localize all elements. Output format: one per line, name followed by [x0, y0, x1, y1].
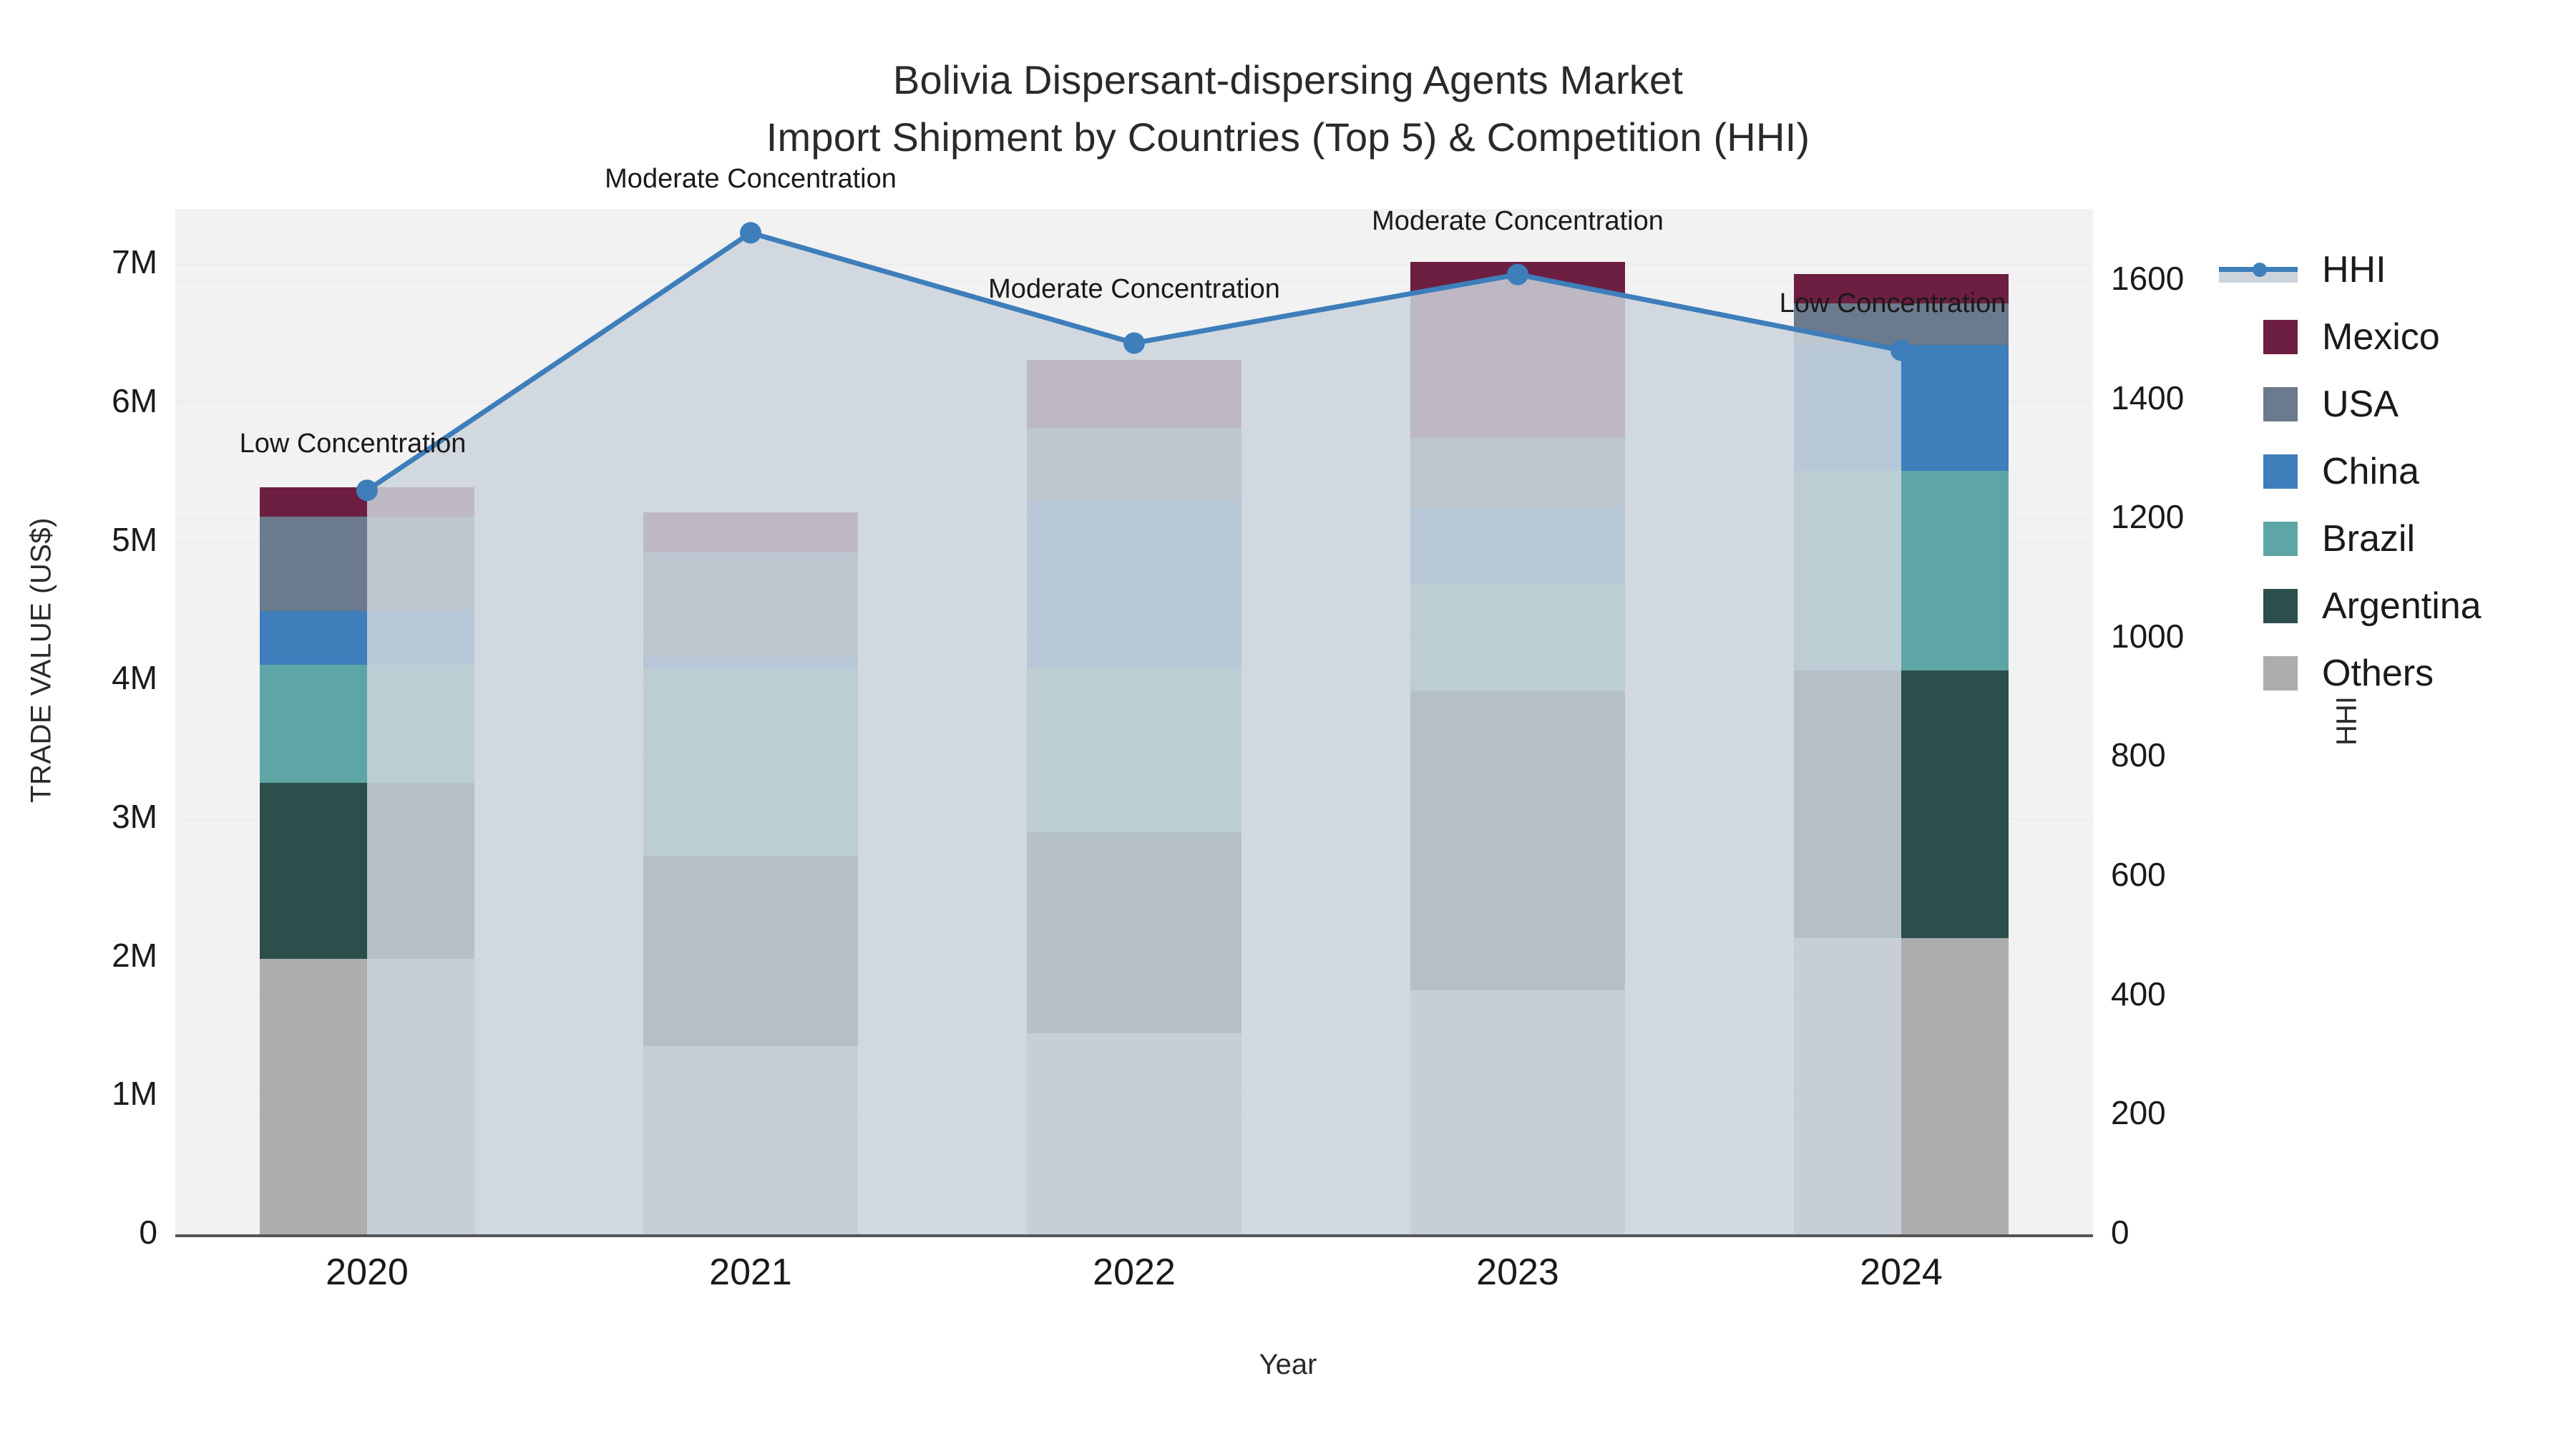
bar-segment-mexico-2020[interactable] [260, 487, 474, 517]
y-axis-left-tick-label: 0 [139, 1214, 157, 1251]
y-axis-left-title: TRADE VALUE (US$) [25, 517, 57, 803]
y-axis-right-tick-label: 1000 [2111, 617, 2185, 655]
y-axis-right-tick-label: 1400 [2111, 379, 2185, 416]
chart-title: Bolivia Dispersant-dispersing Agents Mar… [0, 52, 2576, 165]
legend-item-china[interactable]: China [2243, 438, 2572, 505]
bar-segment-argentina-2020[interactable] [260, 782, 474, 959]
bar-segment-china-2023[interactable] [1410, 508, 1625, 583]
legend-item-argentina[interactable]: Argentina [2243, 572, 2572, 640]
y-axis-right-tick-label: 800 [2111, 736, 2166, 774]
annotation-2023: Moderate Concentration [1372, 205, 1664, 236]
x-axis-title: Year [1259, 1349, 1317, 1380]
legend-swatch-china-icon [2263, 454, 2298, 489]
legend-label: China [2322, 451, 2419, 492]
bar-segment-usa-2023[interactable] [1410, 437, 1625, 509]
legend-item-usa[interactable]: USA [2243, 371, 2572, 438]
y-axis-left-tick-label: 6M [112, 382, 157, 420]
legend-swatch-brazil-icon [2263, 522, 2298, 556]
bar-segment-others-2020[interactable] [260, 958, 474, 1234]
bar-segment-china-2022[interactable] [1027, 501, 1241, 668]
x-axis-tick-label: 2022 [1093, 1252, 1176, 1293]
bar-segment-china-2021[interactable] [643, 658, 858, 669]
x-axis-tick-label: 2024 [1860, 1252, 1943, 1293]
annotation-2022: Moderate Concentration [988, 274, 1280, 305]
x-axis-line [175, 1234, 2093, 1237]
legend-label: Others [2322, 653, 2434, 694]
y-axis-right-tick-label: 1200 [2111, 498, 2185, 536]
bar-segment-others-2024[interactable] [1794, 937, 2009, 1234]
legend-item-hhi[interactable]: HHI [2219, 236, 2572, 303]
annotation-2020: Low Concentration [239, 429, 467, 459]
legend-label: USA [2322, 384, 2399, 425]
y-axis-left-tick-label: 2M [112, 936, 157, 974]
bar-segment-brazil-2022[interactable] [1027, 667, 1241, 833]
bar-segment-brazil-2023[interactable] [1410, 582, 1625, 691]
y-axis-left-tick-label: 1M [112, 1075, 157, 1113]
y-axis-right-tick-label: 400 [2111, 975, 2166, 1013]
y-axis-right-tick-label: 0 [2111, 1214, 2129, 1251]
legend-item-mexico[interactable]: Mexico [2243, 303, 2572, 371]
legend-swatch-others-icon [2263, 656, 2298, 691]
bar-segment-others-2021[interactable] [643, 1045, 858, 1234]
legend-swatch-argentina-icon [2263, 589, 2298, 623]
bar-segment-brazil-2020[interactable] [260, 665, 474, 783]
bar-segment-brazil-2021[interactable] [643, 668, 858, 857]
bar-segment-mexico-2022[interactable] [1027, 360, 1241, 428]
legend-label: Brazil [2322, 518, 2416, 560]
legend-label: HHI [2322, 249, 2386, 291]
y-axis-left-tick-label: 3M [112, 798, 157, 836]
bar-segment-usa-2021[interactable] [643, 552, 858, 658]
annotation-2021: Moderate Concentration [605, 164, 897, 195]
bar-segment-mexico-2021[interactable] [643, 512, 858, 553]
legend-swatch-usa-icon [2263, 387, 2298, 421]
legend-label: Mexico [2322, 316, 2440, 358]
bar-segment-others-2022[interactable] [1027, 1033, 1241, 1234]
x-axis-tick-label: 2020 [326, 1252, 409, 1293]
bar-segment-argentina-2024[interactable] [1794, 670, 2009, 938]
chart-legend: HHI Mexico USA China Brazil Argentina Others [2219, 236, 2572, 707]
legend-item-brazil[interactable]: Brazil [2243, 505, 2572, 572]
chart-title-line2: Import Shipment by Countries (Top 5) & C… [766, 114, 1810, 160]
bar-segment-brazil-2024[interactable] [1794, 470, 2009, 670]
y-axis-right-tick-label: 600 [2111, 856, 2166, 894]
bar-segment-china-2024[interactable] [1794, 344, 2009, 471]
legend-item-others[interactable]: Others [2243, 640, 2572, 707]
legend-swatch-mexico-icon [2263, 320, 2298, 354]
legend-line-marker-icon [2219, 253, 2298, 287]
y-axis-right-tick-label: 200 [2111, 1094, 2166, 1132]
bar-segment-argentina-2023[interactable] [1410, 691, 1625, 991]
bar-segment-usa-2020[interactable] [260, 516, 474, 611]
bar-segment-china-2020[interactable] [260, 610, 474, 665]
legend-label: Argentina [2322, 585, 2482, 627]
annotation-2024: Low Concentration [1779, 288, 2006, 319]
x-axis-tick-label: 2023 [1476, 1252, 1559, 1293]
y-axis-left-tick-label: 7M [112, 243, 157, 281]
chart-title-line1: Bolivia Dispersant-dispersing Agents Mar… [892, 57, 1684, 102]
bar-segment-argentina-2022[interactable] [1027, 832, 1241, 1034]
bar-segment-argentina-2021[interactable] [643, 856, 858, 1046]
y-axis-right-tick-label: 1600 [2111, 259, 2185, 297]
x-axis-tick-label: 2021 [709, 1252, 792, 1293]
bar-segment-others-2023[interactable] [1410, 990, 1625, 1234]
y-axis-left-tick-label: 4M [112, 659, 157, 697]
y-axis-left-tick-label: 5M [112, 520, 157, 558]
bar-segment-usa-2022[interactable] [1027, 427, 1241, 502]
bar-segment-mexico-2023[interactable] [1410, 261, 1625, 438]
gridline [175, 264, 2093, 265]
